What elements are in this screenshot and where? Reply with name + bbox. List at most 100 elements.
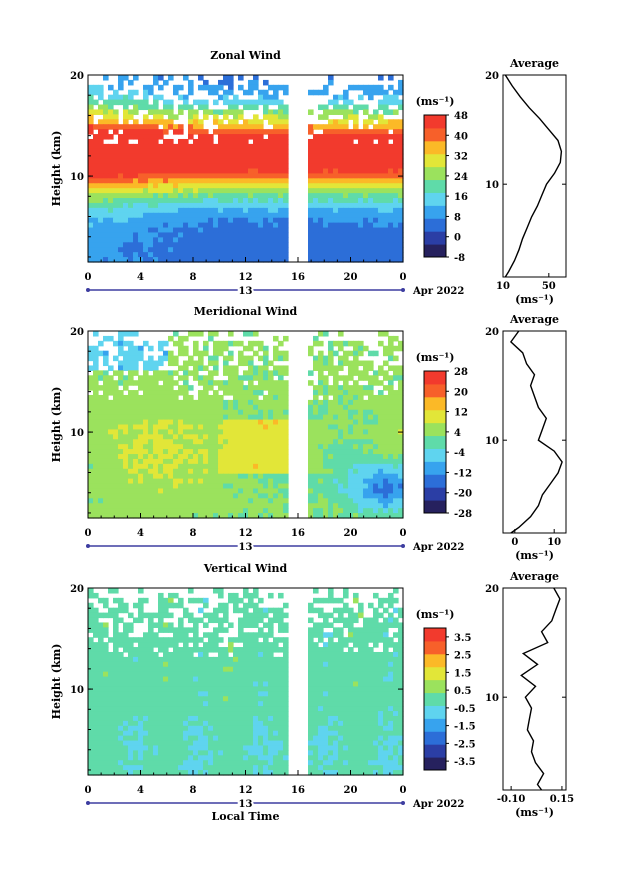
heatmap-cell (333, 444, 339, 450)
heatmap-cell (213, 666, 219, 673)
heatmap-cell (143, 399, 149, 406)
heatmap-cell (183, 503, 189, 509)
heatmap-cell (173, 207, 179, 214)
heatmap-cell (228, 414, 234, 421)
heatmap-cell (193, 637, 199, 643)
heatmap-cell (108, 134, 114, 140)
heatmap-cell (313, 473, 319, 480)
heatmap-cell (118, 198, 124, 204)
heatmap-cell (388, 473, 394, 480)
heatmap-cell (398, 399, 404, 406)
heatmap-cell (238, 627, 244, 633)
heatmap-cell (388, 676, 394, 683)
heatmap-cell (198, 168, 204, 175)
heatmap-cell (378, 390, 384, 396)
heatmap-cell (273, 508, 279, 514)
heatmap-cell (123, 227, 129, 234)
heatmap-cell (218, 227, 224, 234)
heatmap-cell (328, 642, 334, 648)
heatmap-cell (233, 637, 239, 643)
heatmap-cell (283, 178, 289, 184)
heatmap-cell (93, 345, 99, 352)
heatmap-cell (343, 429, 349, 435)
heatmap-cell (188, 331, 194, 337)
colorbar-swatch (424, 448, 446, 462)
heatmap-cell (188, 178, 194, 184)
heatmap-cell (368, 350, 374, 357)
heatmap-cell (348, 232, 354, 238)
heatmap-cell (88, 380, 94, 386)
heatmap-cell (123, 676, 129, 683)
heatmap-cell (123, 202, 129, 209)
heatmap-cell (123, 380, 129, 386)
heatmap-cell (393, 168, 399, 175)
heatmap-cell (368, 666, 374, 673)
heatmap-cell (118, 686, 124, 692)
heatmap-cell (203, 429, 209, 435)
heatmap-cell (353, 444, 359, 450)
heatmap-cell (108, 493, 114, 499)
heatmap-cell (248, 676, 254, 683)
heatmap-cell (248, 414, 254, 421)
heatmap-cell (363, 385, 369, 391)
heatmap-cell (333, 257, 339, 263)
heatmap-cell (333, 483, 339, 490)
heatmap-cell (193, 414, 199, 421)
heatmap-cell (93, 163, 99, 170)
heatmap-cell (208, 414, 214, 421)
heatmap-cell (333, 399, 339, 406)
heatmap-cell (323, 651, 329, 658)
heatmap-cell (203, 365, 209, 371)
heatmap-cell (243, 419, 249, 426)
colorbar-tick-label: -4 (454, 448, 465, 459)
heatmap-cell (188, 503, 194, 509)
heatmap-cell (363, 434, 369, 440)
heatmap-cell (218, 488, 224, 494)
heatmap-cell (318, 340, 324, 347)
heatmap-cell (263, 503, 269, 509)
heatmap-cell (153, 237, 159, 243)
heatmap-cell (363, 632, 369, 638)
heatmap-cell (213, 143, 219, 150)
heatmap-cell (123, 473, 129, 480)
heatmap-cell (378, 158, 384, 165)
heatmap-cell (213, 434, 219, 440)
heatmap-cell (123, 350, 129, 357)
heatmap-cell (353, 158, 359, 165)
heatmap-cell (393, 375, 399, 381)
heatmap-cell (348, 168, 354, 175)
heatmap-cell (318, 252, 324, 258)
heatmap-cell (168, 173, 174, 179)
heatmap-cell (253, 257, 259, 263)
heatmap-cell (248, 488, 254, 494)
heatmap-cell (328, 188, 334, 194)
heatmap-cell (233, 394, 239, 401)
heatmap-cell (363, 468, 369, 475)
heatmap-cell (343, 622, 349, 628)
heatmap-cell (258, 463, 264, 470)
heatmap-cell (308, 380, 314, 386)
heatmap-cell (328, 424, 334, 431)
heatmap-cell (323, 198, 329, 204)
heatmap-cell (238, 424, 244, 431)
heatmap-cell (258, 488, 264, 494)
heatmap-cell (93, 143, 99, 150)
heatmap-cell (128, 513, 134, 519)
heatmap-cell (328, 463, 334, 470)
heatmap-cell (133, 148, 139, 155)
heatmap-cell (243, 424, 249, 431)
heatmap-cell (93, 607, 99, 614)
heatmap-cell (93, 178, 99, 184)
heatmap-cell (323, 134, 329, 140)
heatmap-cell (258, 217, 264, 224)
heatmap-cell (228, 473, 234, 480)
heatmap-cell (218, 168, 224, 175)
heatmap-cell (223, 198, 229, 204)
heatmap-cell (343, 222, 349, 229)
heatmap-cell (318, 212, 324, 219)
heatmap-cell (268, 666, 274, 673)
heatmap-cell (333, 99, 339, 106)
heatmap-cell (368, 627, 374, 633)
heatmap-cell (183, 681, 189, 688)
heatmap-cell (143, 148, 149, 155)
